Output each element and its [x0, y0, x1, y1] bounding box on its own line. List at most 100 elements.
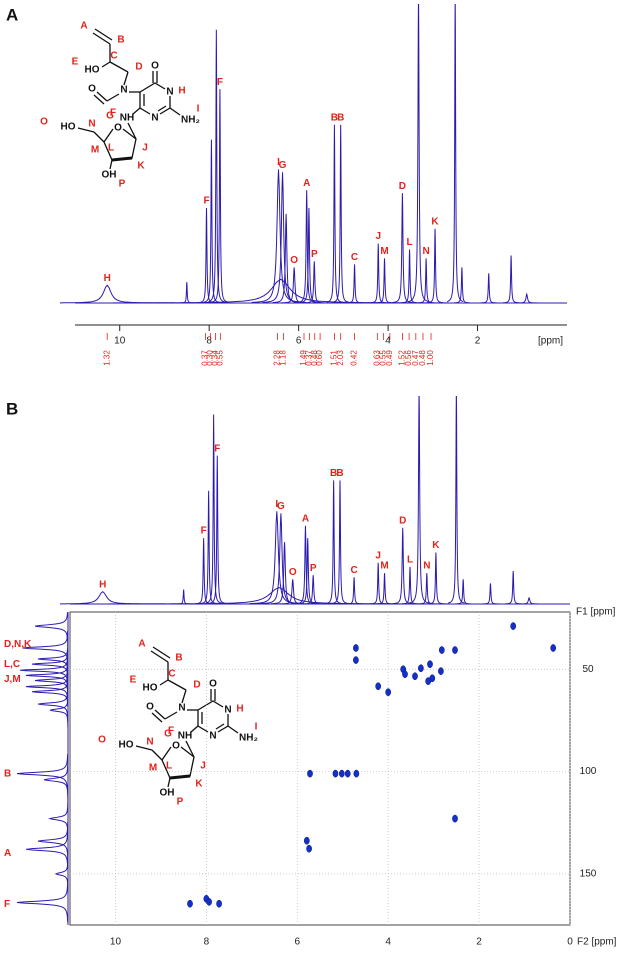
bond [93, 94, 105, 105]
peak-label: K [431, 216, 439, 227]
bond [106, 93, 120, 102]
peak-label: G [277, 501, 285, 512]
atom-letter: F [110, 108, 116, 119]
spectrum [60, 396, 570, 605]
y-tick-label: 50 [582, 664, 594, 675]
atom-label: NH [178, 731, 192, 742]
panel-label: A [6, 5, 18, 24]
peak [426, 228, 444, 304]
bond [96, 91, 108, 102]
x-axis-label: F2 [ppm] [577, 937, 617, 948]
bond [181, 689, 187, 704]
atom-letter: K [195, 779, 203, 790]
bond [94, 28, 113, 41]
peak-label: C [350, 565, 357, 576]
atom-letter: N [88, 119, 95, 130]
peak-label: J [375, 231, 381, 242]
peak [200, 490, 217, 604]
bond [123, 71, 129, 86]
f1-label: F [4, 899, 10, 910]
peak [505, 571, 522, 605]
peak [43, 760, 69, 800]
f1-label: A [4, 848, 11, 859]
peak [332, 124, 349, 303]
atom-label: N [151, 113, 158, 124]
peak-label: F [217, 77, 223, 88]
peak [401, 249, 418, 304]
cross-peak [375, 682, 382, 691]
atom-letter: D [193, 680, 200, 691]
atom-letter: E [130, 675, 137, 686]
bond [227, 725, 239, 734]
atom-letter: L [166, 761, 172, 772]
bond [135, 745, 153, 751]
x-tick-label: 4 [385, 937, 391, 948]
peak-label: J [375, 550, 381, 561]
cross-peak [353, 644, 359, 652]
atom-label: O [172, 741, 180, 752]
bond [109, 159, 113, 170]
bond [169, 107, 181, 116]
integral-label: 0.49 [385, 350, 394, 366]
peak [251, 169, 306, 303]
peak [408, 396, 430, 604]
peak-label: C [351, 252, 358, 263]
bond [139, 82, 166, 93]
integral-label: 1.51 [330, 350, 339, 366]
cross-peak [303, 836, 310, 845]
molecule: HO N O O N NH₂ N NH O OH HO A B C D E F … [98, 639, 258, 808]
bond [93, 131, 105, 143]
peak-label: P [310, 563, 317, 574]
bond [92, 32, 111, 45]
integral-label: 0.55 [215, 350, 224, 366]
bond [111, 156, 133, 162]
integral-label: 1.52 [398, 350, 407, 366]
f1-projection [16, 612, 69, 925]
peak [60, 590, 171, 605]
atom-label: HO [119, 740, 134, 751]
bond [132, 107, 141, 115]
atom-letter: O [40, 117, 48, 128]
peak [513, 292, 541, 304]
peak [453, 267, 470, 304]
peak [37, 686, 69, 722]
atom-label: N [224, 705, 231, 716]
peak-label: O [289, 567, 297, 578]
bond [157, 105, 167, 112]
f1-label: D,N,K [4, 639, 32, 650]
integral-label: 0.37 [304, 350, 313, 366]
peak [296, 190, 317, 303]
peak [280, 267, 308, 304]
peak-label: I [277, 157, 280, 168]
peak [279, 579, 307, 605]
peak [418, 573, 435, 605]
atom-letter: P [119, 179, 126, 190]
bond [151, 712, 163, 723]
peak [408, 4, 429, 303]
peak-label: G [279, 160, 287, 171]
peak [480, 273, 497, 304]
peak-label: M [380, 246, 388, 257]
cross-peak [187, 899, 193, 908]
integral-label: 1.49 [299, 350, 308, 366]
peak-label: D [399, 181, 406, 192]
peak [113, 278, 449, 304]
peak-label: I [275, 499, 278, 510]
bond [215, 723, 225, 730]
f1-label: J,M [4, 674, 21, 685]
peak [272, 213, 300, 304]
cross-peak [344, 769, 351, 778]
peak [205, 414, 222, 604]
atom-label: O [209, 679, 217, 690]
atom-label: OH [160, 788, 175, 799]
peak-label: F [201, 526, 207, 537]
y-axis-label: F1 [ppm] [576, 607, 616, 618]
peak [298, 207, 320, 304]
cross-peak [353, 769, 360, 778]
peak-label: P [311, 249, 318, 260]
x-tick-label: 8 [204, 937, 210, 948]
bond [217, 714, 229, 733]
x-axis-label: [ppm] [538, 336, 563, 347]
atom-letter: M [149, 763, 157, 774]
